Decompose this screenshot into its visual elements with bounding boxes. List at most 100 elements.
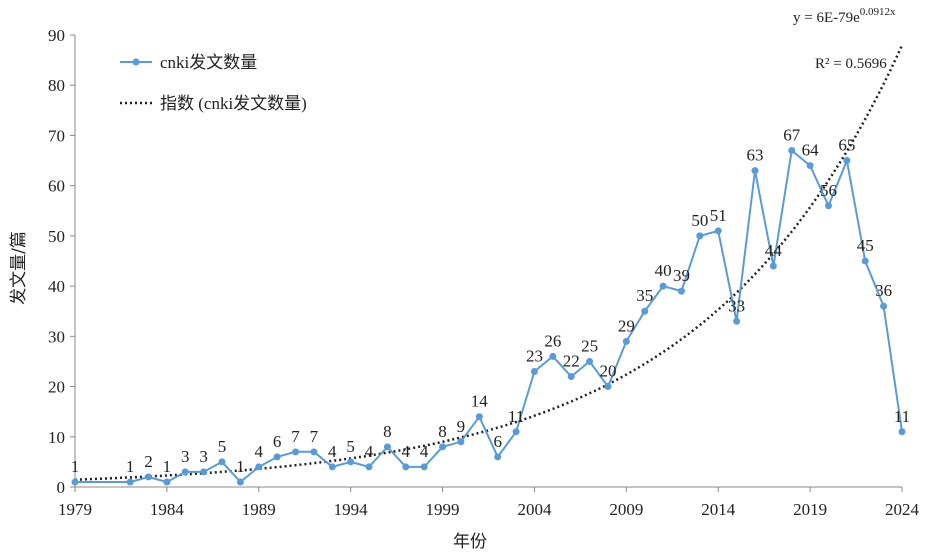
legend-label-series: cnki发文数量 [160, 53, 257, 72]
data-label: 50 [691, 211, 708, 230]
data-label: 40 [655, 261, 672, 280]
data-point [475, 413, 483, 421]
data-point [126, 478, 134, 486]
data-point [365, 463, 373, 471]
data-point [567, 373, 575, 381]
legend-marker-swatch [132, 58, 140, 66]
data-label: 7 [310, 427, 319, 446]
data-label: 1 [163, 457, 172, 476]
data-label: 14 [471, 392, 489, 411]
data-point [145, 473, 153, 481]
data-label: 20 [599, 362, 616, 381]
data-label: 29 [618, 316, 635, 335]
y-tick-label: 0 [57, 478, 66, 497]
data-label: 9 [457, 417, 466, 436]
data-label: 8 [438, 422, 447, 441]
x-tick-label: 2019 [793, 500, 827, 519]
x-tick-label: 1984 [150, 500, 185, 519]
data-label: 25 [581, 336, 598, 355]
data-label: 11 [508, 407, 524, 426]
data-point [420, 463, 428, 471]
x-tick-label: 2014 [701, 500, 736, 519]
data-point [181, 468, 189, 476]
data-label: 36 [875, 281, 892, 300]
data-label: 7 [291, 427, 300, 446]
data-label: 22 [563, 352, 580, 371]
data-label: 56 [820, 181, 837, 200]
data-point [586, 357, 594, 365]
data-label: 44 [765, 241, 783, 260]
data-label: 1 [126, 457, 135, 476]
equation-label: y = 6E-79e0.0912x [793, 6, 896, 26]
x-axis-title: 年份 [453, 532, 487, 552]
data-label: 1 [71, 457, 80, 476]
y-axis-title: 发文量/篇 [9, 231, 29, 305]
data-point [641, 307, 649, 315]
data-point [806, 162, 814, 170]
data-label: 1 [236, 457, 245, 476]
data-point [622, 337, 630, 345]
data-point [751, 167, 759, 175]
y-tick-label: 20 [48, 378, 65, 397]
y-tick-label: 70 [48, 126, 65, 145]
x-tick-label: 1999 [426, 500, 460, 519]
legend-label-trendline: 指数 (cnki发文数量) [160, 94, 307, 113]
data-point [861, 257, 869, 265]
data-label: 67 [783, 126, 801, 145]
data-point [200, 468, 208, 476]
data-point [788, 147, 796, 155]
data-point [457, 438, 465, 446]
data-label: 63 [746, 146, 763, 165]
series-layer [71, 147, 906, 486]
data-point [310, 448, 318, 456]
data-point [236, 478, 244, 486]
data-label: 4 [328, 442, 337, 461]
data-point [843, 157, 851, 165]
data-label: 5 [346, 437, 355, 456]
series-line [75, 148, 903, 484]
data-point [402, 463, 410, 471]
x-tick-label: 1994 [334, 500, 369, 519]
data-point [71, 478, 79, 486]
data-point [347, 458, 355, 466]
y-tick-label: 30 [48, 327, 65, 346]
data-label: 23 [526, 346, 543, 365]
data-point [714, 227, 722, 235]
data-label: 3 [199, 447, 208, 466]
data-point [604, 383, 612, 391]
data-label: 2 [144, 452, 153, 471]
data-point [769, 262, 777, 270]
data-point [273, 453, 281, 461]
data-point [163, 478, 171, 486]
x-tick-label: 2004 [517, 500, 552, 519]
data-point [439, 443, 447, 451]
data-label: 4 [365, 442, 374, 461]
y-tick-label: 50 [48, 227, 65, 246]
x-tick-label: 1989 [242, 500, 276, 519]
y-tick-label: 80 [48, 76, 65, 95]
data-point [659, 282, 667, 290]
data-label: 4 [420, 442, 429, 461]
x-tick-label: 2024 [885, 500, 920, 519]
data-point [512, 428, 520, 436]
y-tick-label: 10 [48, 428, 65, 447]
x-tick-label: 2009 [609, 500, 643, 519]
data-point [733, 317, 741, 325]
data-label: 4 [402, 442, 411, 461]
data-point [328, 463, 336, 471]
y-tick-label: 90 [48, 26, 65, 45]
trendline-equation: y = 6E-79e0.0912x R² = 0.5696 [793, 6, 896, 72]
data-label: 11 [894, 407, 910, 426]
data-label: 4 [255, 442, 264, 461]
data-label: 45 [857, 236, 874, 255]
y-tick-label: 40 [48, 277, 65, 296]
data-label: 51 [710, 206, 727, 225]
data-label: 65 [838, 136, 855, 155]
data-label: 5 [218, 437, 227, 456]
data-label: 35 [636, 286, 653, 305]
data-point [880, 302, 888, 310]
data-point [898, 428, 906, 436]
